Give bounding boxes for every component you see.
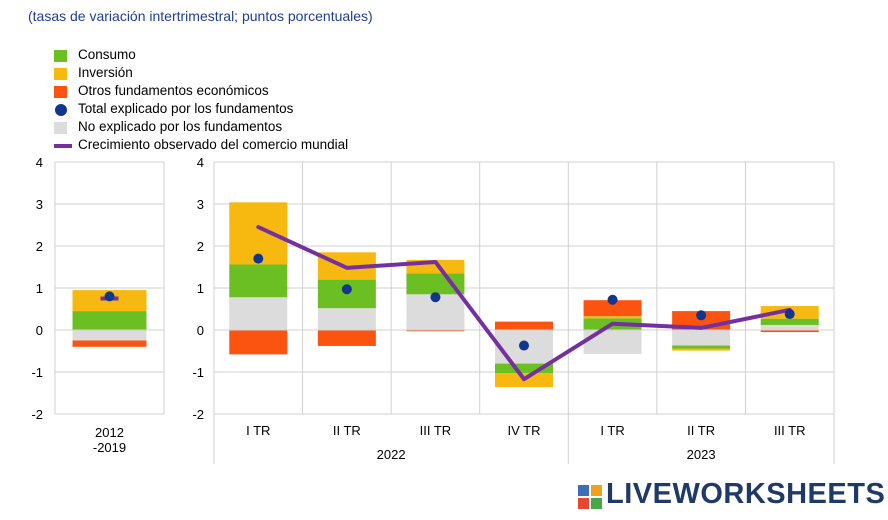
bar-consumo — [72, 311, 147, 330]
y-tick-label: 2 — [197, 239, 204, 254]
category-label: II TR — [333, 423, 361, 438]
watermark-text: LIVEWORKSHEETS — [606, 478, 886, 510]
y-tick-label: 4 — [36, 155, 43, 170]
bar-no_explicado — [583, 330, 642, 354]
legend-label: Total explicado por los fundamentos — [78, 101, 294, 116]
total-explained-dot — [607, 294, 618, 305]
y-tick-label: -1 — [31, 365, 43, 380]
y-tick-label: 1 — [197, 281, 204, 296]
total-explained-dot — [341, 284, 352, 295]
y-tick-label: 4 — [197, 155, 204, 170]
y-tick-label: 1 — [36, 281, 43, 296]
bar-inversion — [583, 316, 642, 319]
bar-no_explicado — [760, 324, 819, 330]
year-label: 2023 — [687, 447, 716, 462]
category-label: I TR — [246, 423, 270, 438]
category-label: II TR — [687, 423, 715, 438]
y-tick-label: -1 — [192, 365, 204, 380]
bar-no_explicado — [72, 330, 147, 341]
total-explained-dot — [696, 310, 707, 321]
bar-otros — [72, 340, 147, 347]
bar-otros — [583, 300, 642, 317]
bar-no_explicado — [229, 297, 288, 330]
category-label: III TR — [420, 423, 452, 438]
legend-label: No explicado por los fundamentos — [78, 119, 283, 134]
legend-label: Crecimiento observado del comercio mundi… — [78, 137, 349, 152]
y-tick-label: 0 — [197, 323, 204, 338]
bar-consumo — [495, 363, 553, 374]
bar-no_explicado — [672, 330, 731, 346]
total-explained-dot — [104, 291, 115, 302]
legend-swatch-consumo — [54, 50, 67, 62]
legend-label: Otros fundamentos económicos — [78, 83, 269, 98]
bar-no_explicado — [317, 308, 376, 330]
y-tick-label: 3 — [197, 197, 204, 212]
bar-otros — [760, 330, 819, 333]
category-label: 2012 — [95, 425, 124, 440]
total-explained-dot — [784, 309, 795, 320]
bar-otros — [229, 330, 288, 355]
legend-swatch-crecimiento — [54, 144, 72, 148]
category-label: -2019 — [93, 440, 126, 455]
legend-swatch-inversion — [54, 68, 67, 80]
bar-otros — [495, 321, 553, 330]
total-explained-dot — [519, 340, 529, 351]
category-label: I TR — [600, 423, 624, 438]
legend-swatch-total — [55, 104, 67, 116]
bar-consumo — [760, 318, 819, 325]
total-explained-dot — [430, 292, 441, 303]
bar-consumo — [229, 264, 288, 298]
legend-label: Consumo — [78, 47, 136, 62]
watermark: LIVEWORKSHEETS — [578, 478, 885, 514]
observed-growth-line — [256, 225, 792, 382]
bar-otros — [406, 330, 465, 332]
legend-swatch-otros — [54, 86, 67, 98]
legend-label: Inversión — [78, 65, 133, 80]
year-label: 2022 — [377, 447, 406, 462]
liveworksheets-logo-icon — [578, 485, 602, 509]
y-tick-label: -2 — [192, 407, 204, 422]
category-label: III TR — [774, 423, 806, 438]
bar-consumo — [672, 345, 731, 349]
y-tick-label: 0 — [36, 323, 43, 338]
total-explained-dot — [253, 253, 264, 264]
chart-subtitle: (tasas de variación intertrimestral; pun… — [28, 8, 373, 24]
y-tick-label: 3 — [36, 197, 43, 212]
legend-swatch-no_explicado — [54, 122, 67, 134]
category-label: IV TR — [508, 423, 541, 438]
bar-otros — [317, 330, 376, 346]
y-tick-label: -2 — [31, 407, 43, 422]
y-tick-label: 2 — [36, 239, 43, 254]
bar-inversion — [672, 348, 731, 351]
